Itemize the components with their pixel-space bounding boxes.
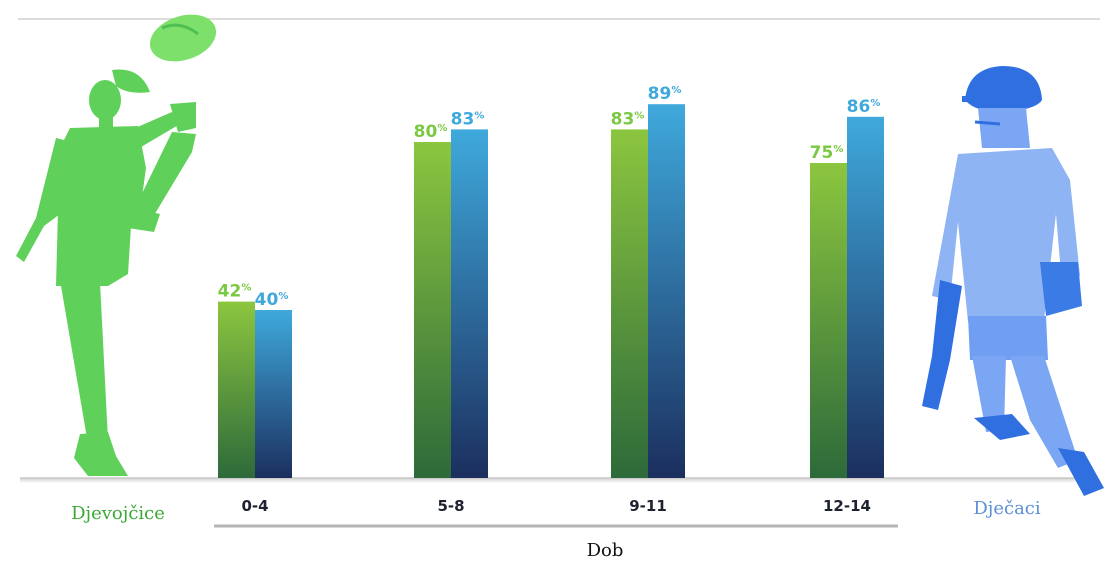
data-label-boys-12-14: 86% [847, 97, 881, 117]
data-label-girls-5-8: 80% [414, 122, 448, 142]
tick-label-5-8: 5-8 [437, 497, 464, 515]
baseline-shadow [20, 478, 1095, 483]
data-label-girls-9-11: 83% [611, 109, 645, 129]
legend-boys: Dječaci [973, 498, 1041, 519]
bar-boys-5-8 [451, 129, 488, 478]
data-label-girls-12-14: 75% [810, 143, 844, 163]
boy-cricketer-silhouette-icon [922, 66, 1104, 496]
bar-girls-0-4 [218, 301, 255, 478]
bar-boys-12-14 [847, 116, 884, 479]
bar-girls-12-14 [810, 163, 847, 478]
data-label-boys-5-8: 83% [451, 109, 485, 129]
data-label-boys-9-11: 89% [648, 84, 682, 104]
bar-boys-0-4 [255, 310, 292, 478]
legend-girls: Djevojčice [71, 503, 165, 524]
data-label-boys-0-4: 40% [255, 290, 289, 310]
x-axis-title: Dob [587, 540, 624, 561]
data-label-girls-0-4: 42% [218, 282, 252, 302]
bar-boys-9-11 [648, 104, 685, 478]
girl-silhouette-icon [16, 14, 217, 476]
tick-label-12-14: 12-14 [823, 497, 871, 515]
tick-label-0-4: 0-4 [241, 497, 268, 515]
bar-girls-5-8 [414, 142, 451, 478]
tick-label-9-11: 9-11 [629, 497, 667, 515]
bar-girls-9-11 [611, 129, 648, 478]
